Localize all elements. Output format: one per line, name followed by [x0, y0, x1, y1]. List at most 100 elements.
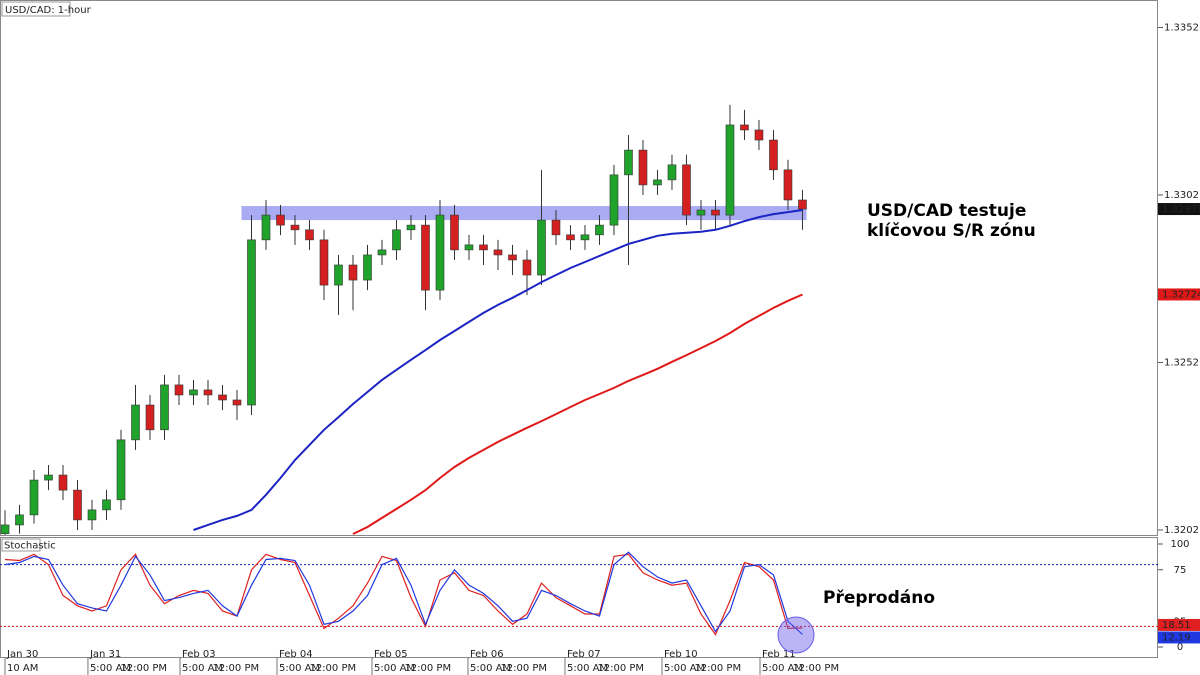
candle-body	[363, 254, 372, 281]
price-badge	[1158, 618, 1200, 631]
candle-body	[464, 244, 474, 251]
candle-body	[479, 244, 488, 251]
x-tick-label: 5:00 AM	[470, 663, 511, 674]
x-tick-label: 12:00 PM	[500, 663, 547, 674]
candle-body	[87, 509, 97, 521]
candle-body	[740, 124, 749, 131]
title-box	[1, 1, 71, 17]
stochastic-line	[4, 551, 803, 635]
candle-body	[696, 209, 706, 216]
candle-body	[450, 214, 459, 251]
x-tick-label: 12:00 PM	[309, 663, 356, 674]
price-panel	[0, 0, 1158, 536]
candle-body	[769, 139, 778, 171]
candle-body	[0, 524, 10, 534]
x-tick-label: 5:00 AM	[567, 663, 608, 674]
candle-body	[377, 249, 387, 256]
candle-body	[508, 254, 517, 261]
x-tick-label: 5:00 AM	[279, 663, 320, 674]
candle-body	[783, 169, 793, 201]
price-badge-label: 12.19	[1162, 632, 1191, 643]
candle-body	[580, 234, 590, 241]
x-tick-label: Feb 05	[374, 649, 408, 660]
candle-body	[290, 224, 300, 231]
x-tick-label: Jan 30	[6, 649, 38, 660]
candle-body	[595, 224, 604, 236]
candle-body	[609, 174, 619, 226]
x-tick-label: Feb 11	[762, 649, 796, 660]
x-tick-label: Feb 10	[664, 649, 698, 660]
candle-body	[73, 489, 82, 521]
candle-body	[174, 384, 184, 396]
candle-body	[653, 179, 662, 186]
plot: 1.320211.325211.330211.3352102575100Jan …	[0, 22, 1200, 675]
candle-body	[29, 479, 39, 516]
stochastic-panel	[0, 537, 1158, 658]
candle-body	[624, 149, 633, 176]
candle-body	[131, 404, 140, 441]
x-tick-label: Feb 06	[470, 649, 504, 660]
x-tick-label: 12:00 PM	[404, 663, 451, 674]
moving-average	[352, 293, 803, 535]
candle-body	[261, 214, 271, 241]
x-tick-label: 12:00 PM	[792, 663, 839, 674]
x-tick-label: 10 AM	[7, 663, 38, 674]
candle-body	[435, 214, 445, 291]
candle-body	[116, 439, 126, 501]
candle-body	[15, 514, 24, 526]
x-tick-label: 5:00 AM	[664, 663, 705, 674]
y-tick-label: 1.33521	[1164, 22, 1200, 33]
candle-body	[392, 229, 401, 251]
chart-title: USD/CAD: 1-hour	[5, 5, 92, 16]
candle-body	[406, 224, 416, 231]
candle-body	[189, 389, 198, 396]
x-tick-label: Feb 07	[567, 649, 601, 660]
price-badge-label: 1.32724	[1162, 289, 1200, 300]
price-badge-label: 18.51	[1162, 620, 1191, 631]
candle-body	[305, 229, 314, 241]
y-tick-label: 75	[1174, 565, 1187, 576]
price-badge-label: 1.32979	[1162, 204, 1200, 215]
price-badge	[1158, 203, 1200, 216]
candle-body	[522, 259, 532, 276]
candle-body	[218, 394, 227, 401]
sr-zone	[241, 206, 807, 221]
annotation: Přeprodáno	[823, 588, 935, 608]
candle-body	[102, 499, 111, 511]
x-tick-label: 5:00 AM	[762, 663, 803, 674]
candle-body	[276, 214, 285, 226]
price-badge	[1158, 288, 1200, 301]
candle-body	[551, 219, 561, 236]
x-tick-label: 5:00 AM	[182, 663, 223, 674]
candle-body	[798, 199, 807, 210]
moving-average	[193, 209, 803, 531]
candle-body	[682, 164, 691, 216]
y-tick-label: 100	[1170, 539, 1189, 550]
candle-body	[145, 404, 155, 431]
x-tick-label: Feb 03	[182, 649, 216, 660]
stochastic-title-box	[1, 538, 41, 552]
x-tick-label: 12:00 PM	[694, 663, 741, 674]
candle-body	[44, 474, 53, 481]
annotation: klíčovou S/R zónu	[867, 221, 1036, 241]
x-tick-label: Jan 31	[89, 649, 121, 660]
candle-body	[493, 249, 503, 256]
candle-body	[348, 264, 358, 281]
x-tick-label: 12:00 PM	[212, 663, 259, 674]
candle-body	[754, 129, 764, 141]
candle-body	[537, 219, 546, 276]
candle-body	[711, 209, 720, 216]
stochastic-title: Stochastic	[4, 541, 56, 552]
candle-body	[247, 239, 256, 406]
y-tick-label: 0	[1177, 642, 1183, 653]
candle-body	[667, 164, 677, 181]
x-tick-label: 5:00 AM	[90, 663, 131, 674]
candle-body	[160, 384, 169, 431]
candle-body	[725, 124, 735, 216]
candle-body	[58, 474, 68, 491]
